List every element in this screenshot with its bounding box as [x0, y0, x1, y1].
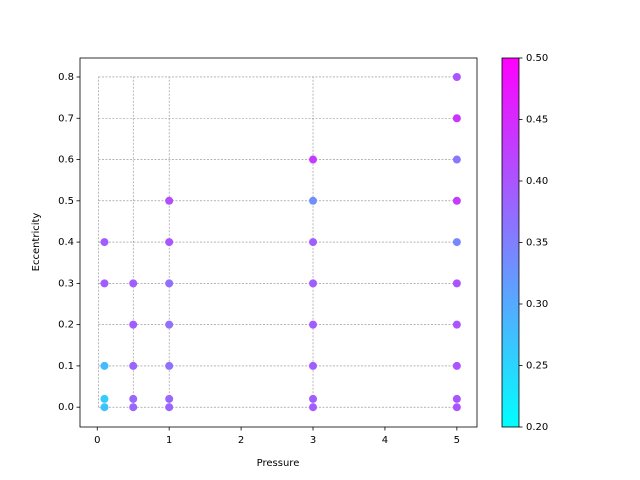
point	[165, 361, 174, 370]
point	[165, 320, 174, 329]
point	[100, 403, 109, 412]
point	[100, 394, 109, 403]
y-axis-title: Eccentricity	[31, 213, 42, 272]
point	[452, 238, 461, 247]
x-tick-label: 2	[238, 435, 244, 446]
point	[309, 320, 318, 329]
point	[309, 196, 318, 205]
point	[309, 361, 318, 370]
point	[452, 155, 461, 164]
y-tick-label: 0.1	[58, 361, 74, 372]
point	[309, 403, 318, 412]
point	[100, 238, 109, 247]
y-tick-label: 0.5	[58, 196, 74, 207]
point	[165, 403, 174, 412]
colorbar-tick-label: 0.35	[526, 238, 548, 249]
y-tick-label: 0.6	[58, 155, 74, 166]
y-tick-label: 0.8	[58, 72, 74, 83]
point	[452, 394, 461, 403]
point	[452, 72, 461, 81]
colorbar-tick-label: 0.30	[526, 299, 548, 310]
point	[165, 279, 174, 288]
x-tick-label: 1	[166, 435, 172, 446]
point	[129, 403, 138, 412]
x-tick-label: 0	[94, 435, 100, 446]
y-tick-label: 0.2	[58, 320, 74, 331]
colorbar-tick-label: 0.45	[526, 115, 548, 126]
point	[452, 196, 461, 205]
point	[100, 279, 109, 288]
colorbar-tick-label: 0.50	[526, 53, 548, 64]
y-tick-label: 0.4	[58, 237, 74, 248]
plot-frame	[79, 57, 478, 428]
point	[309, 394, 318, 403]
x-tick-label: 3	[310, 435, 316, 446]
point	[309, 155, 318, 164]
y-tick-label: 0.7	[58, 113, 74, 124]
y-tick-label: 0.0	[58, 402, 74, 413]
point	[129, 394, 138, 403]
colorbar-tick-label: 0.20	[526, 422, 548, 433]
point	[165, 394, 174, 403]
x-tick-label: 4	[382, 435, 388, 446]
point	[165, 196, 174, 205]
colorbar-tick-label: 0.40	[526, 176, 548, 187]
x-tick-label: 5	[454, 435, 460, 446]
point	[452, 320, 461, 329]
point	[452, 361, 461, 370]
point	[165, 238, 174, 247]
y-tick-label: 0.3	[58, 278, 74, 289]
colorbar-tick-label: 0.25	[526, 361, 548, 372]
point	[129, 279, 138, 288]
colorbar	[501, 57, 520, 428]
point	[452, 279, 461, 288]
point	[309, 279, 318, 288]
x-axis-title: Pressure	[257, 458, 300, 469]
point	[452, 114, 461, 123]
point	[129, 320, 138, 329]
point	[129, 361, 138, 370]
point	[309, 238, 318, 247]
point	[452, 403, 461, 412]
point	[100, 361, 109, 370]
